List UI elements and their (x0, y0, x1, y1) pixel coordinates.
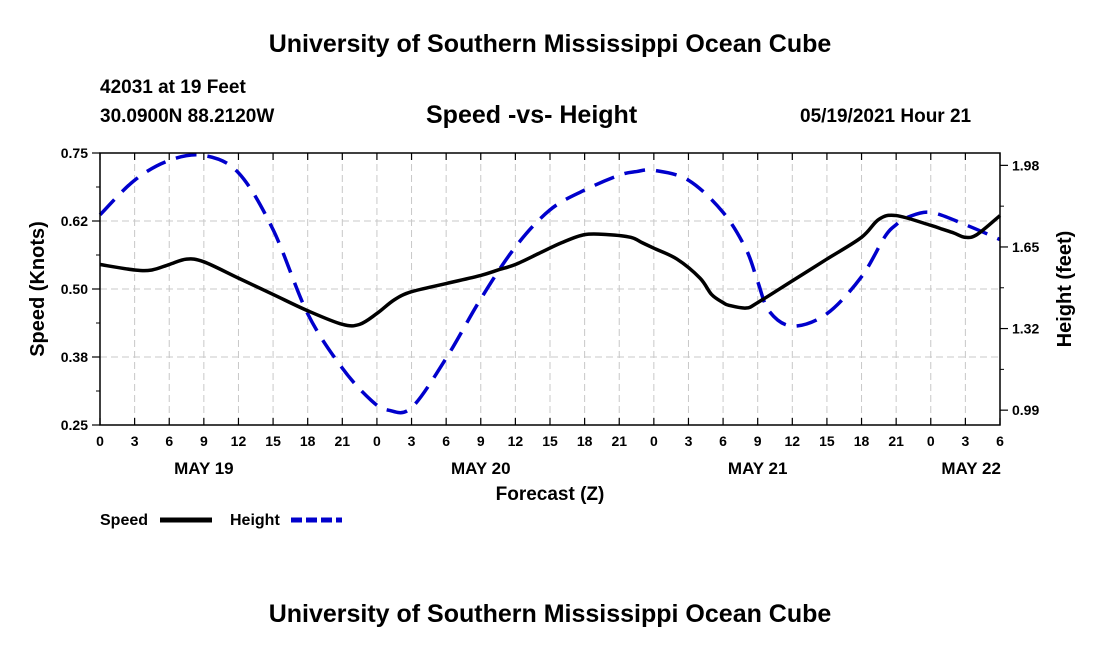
x-tick-label: 3 (961, 433, 969, 449)
y-tick-label: 0.50 (61, 281, 88, 297)
x-tick-label: 9 (200, 433, 208, 449)
x-tick-label: 12 (508, 433, 524, 449)
legend-speed-label: Speed (100, 512, 148, 529)
x-tick-label: 18 (300, 433, 316, 449)
date-label: MAY 20 (451, 459, 511, 478)
x-tick-label: 21 (335, 433, 351, 449)
y2-tick-label: 1.65 (1012, 239, 1039, 255)
x-tick-label: 12 (231, 433, 247, 449)
height-series-line (98, 153, 1001, 415)
x-tick-label: 21 (611, 433, 627, 449)
legend: Speed Height (100, 512, 342, 529)
series-layer (98, 153, 1002, 415)
y-tick-label: 0.62 (61, 213, 88, 229)
forecast-datetime: 05/19/2021 Hour 21 (800, 106, 972, 127)
chart-title: University of Southern Mississippi Ocean… (268, 30, 832, 58)
x-tick-label: 18 (577, 433, 593, 449)
x-tick-label: 3 (131, 433, 139, 449)
speed-series-line (99, 213, 1002, 328)
x-tick-label: 0 (96, 433, 104, 449)
y2-tick-label: 0.99 (1012, 402, 1039, 418)
axes: 0 3 6 9 12 15 18 21 0 3 6 9 12 15 18 21 0 3 6 9 12 15 18 21 0 3 6M… (61, 145, 1040, 478)
y2-tick-label: 1.32 (1012, 321, 1039, 337)
x-tick-label: 6 (996, 433, 1004, 449)
station-label: 42031 at 19 Feet (100, 77, 246, 98)
chart-subtitle: Speed -vs- Height (426, 101, 638, 129)
y-axis-label: Speed (Knots) (27, 221, 49, 357)
x-tick-label: 6 (719, 433, 727, 449)
x-tick-label: 12 (785, 433, 801, 449)
y2-axis-label: Height (feet) (1054, 231, 1076, 348)
x-axis-label: Forecast (Z) (496, 484, 605, 505)
footer-title: University of Southern Mississippi Ocean… (268, 600, 832, 628)
date-label: MAY 19 (174, 459, 234, 478)
x-tick-label: 3 (685, 433, 693, 449)
y-tick-label: 0.75 (61, 145, 88, 161)
x-tick-label: 21 (888, 433, 904, 449)
x-tick-label: 18 (854, 433, 870, 449)
y2-tick-label: 1.98 (1012, 157, 1039, 173)
x-tick-label: 9 (477, 433, 485, 449)
y-tick-label: 0.38 (61, 349, 88, 365)
x-tick-label: 0 (373, 433, 381, 449)
date-label: MAY 22 (941, 459, 1001, 478)
coordinates-label: 30.0900N 88.2120W (100, 106, 275, 127)
x-tick-label: 15 (265, 433, 281, 449)
grid (100, 153, 1000, 425)
x-tick-label: 0 (927, 433, 935, 449)
x-tick-label: 15 (819, 433, 835, 449)
legend-height-label: Height (230, 512, 280, 529)
x-tick-label: 15 (542, 433, 558, 449)
x-tick-label: 0 (650, 433, 658, 449)
x-tick-label: 6 (165, 433, 173, 449)
y-tick-label: 0.25 (61, 417, 88, 433)
x-tick-label: 3 (408, 433, 416, 449)
date-label: MAY 21 (728, 459, 788, 478)
x-tick-label: 6 (442, 433, 450, 449)
x-tick-label: 9 (754, 433, 762, 449)
